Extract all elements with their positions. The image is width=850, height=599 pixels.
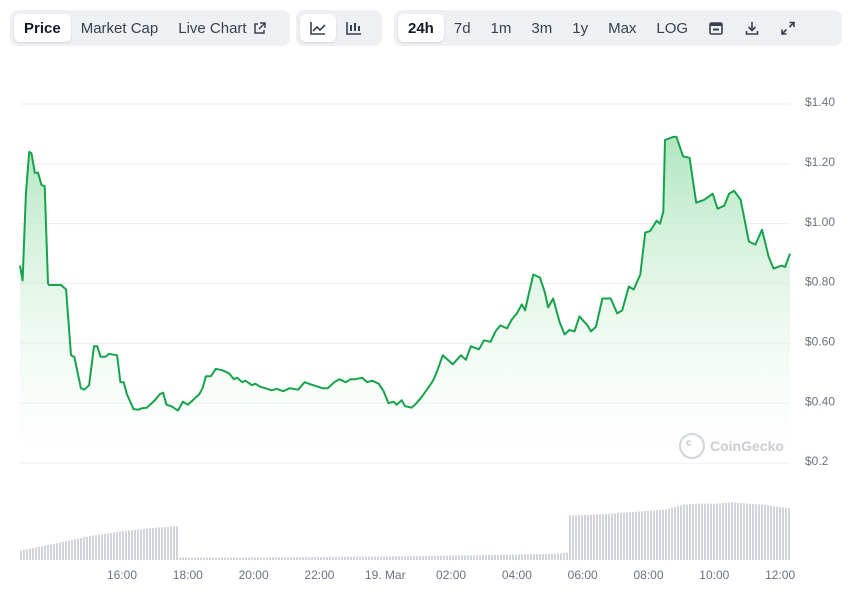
x-tick-label: 16:00 (107, 568, 137, 582)
x-tick-label: 06:00 (568, 568, 598, 582)
range-3m-label: 3m (531, 19, 553, 37)
line-chart-icon (309, 20, 327, 36)
metric-tab-group: Price Market Cap Live Chart (10, 10, 290, 46)
y-tick-label: $1.40 (805, 95, 835, 109)
download-icon (744, 20, 760, 36)
coingecko-watermark: CoinGecko (679, 433, 784, 459)
coingecko-logo-icon (679, 433, 705, 459)
x-tick-label: 10:00 (699, 568, 729, 582)
line-chart-button[interactable] (300, 14, 336, 42)
y-tick-label: $0.40 (805, 394, 835, 408)
calendar-icon (708, 20, 724, 36)
range-1m[interactable]: 1m (481, 14, 522, 42)
range-max-label: Max (608, 19, 637, 37)
x-tick-label: 22:00 (304, 568, 334, 582)
y-axis: $1.40 $1.20 $1.00 $0.80 $0.60 $0.40 $0.2 (805, 95, 835, 468)
y-tick-label: $1.20 (805, 155, 835, 169)
tab-market-cap-label: Market Cap (80, 19, 159, 37)
tab-price[interactable]: Price (14, 14, 71, 42)
tab-live-chart[interactable]: Live Chart (168, 14, 275, 42)
range-1m-label: 1m (490, 19, 512, 37)
chart-toolbar: Price Market Cap Live Chart 24h 7d 1m 3m… (10, 10, 842, 46)
watermark-text: CoinGecko (710, 438, 784, 454)
x-tick-label: 08:00 (633, 568, 663, 582)
x-tick-label: 02:00 (436, 568, 466, 582)
x-axis: 16:00 18:00 20:00 22:00 19. Mar 02:00 04:00 06:… (107, 568, 795, 582)
tab-price-label: Price (24, 19, 61, 37)
candlestick-chart-button[interactable] (336, 14, 372, 42)
range-7d-label: 7d (453, 19, 471, 37)
range-1y[interactable]: 1y (562, 14, 598, 42)
download-button[interactable] (734, 14, 770, 42)
y-tick-label: $0.2 (805, 454, 829, 468)
x-tick-label: 19. Mar (365, 568, 406, 582)
x-tick-label: 04:00 (502, 568, 532, 582)
tab-live-chart-label: Live Chart (178, 19, 247, 37)
range-log[interactable]: LOG (646, 14, 698, 42)
volume-bars (20, 502, 790, 560)
x-tick-label: 20:00 (239, 568, 269, 582)
range-24h-label: 24h (408, 19, 434, 37)
y-tick-label: $1.00 (805, 215, 835, 229)
range-max[interactable]: Max (598, 14, 646, 42)
chart-style-group (296, 10, 382, 46)
x-tick-label: 12:00 (765, 568, 795, 582)
range-7d[interactable]: 7d (444, 14, 481, 42)
y-tick-label: $0.80 (805, 275, 835, 289)
tab-market-cap[interactable]: Market Cap (71, 14, 169, 42)
external-link-icon (253, 21, 266, 35)
x-tick-label: 18:00 (173, 568, 203, 582)
y-tick-label: $0.60 (805, 335, 835, 349)
range-3m[interactable]: 3m (521, 14, 562, 42)
range-24h[interactable]: 24h (398, 14, 444, 42)
price-area (20, 136, 790, 463)
expand-icon (780, 20, 796, 36)
range-1y-label: 1y (572, 19, 589, 37)
expand-button[interactable] (770, 14, 806, 42)
price-line (19, 135, 791, 412)
range-tab-group: 24h 7d 1m 3m 1y Max LOG (394, 10, 842, 46)
calendar-button[interactable] (698, 14, 734, 42)
range-log-label: LOG (656, 19, 689, 37)
candlestick-chart-icon (345, 20, 363, 36)
